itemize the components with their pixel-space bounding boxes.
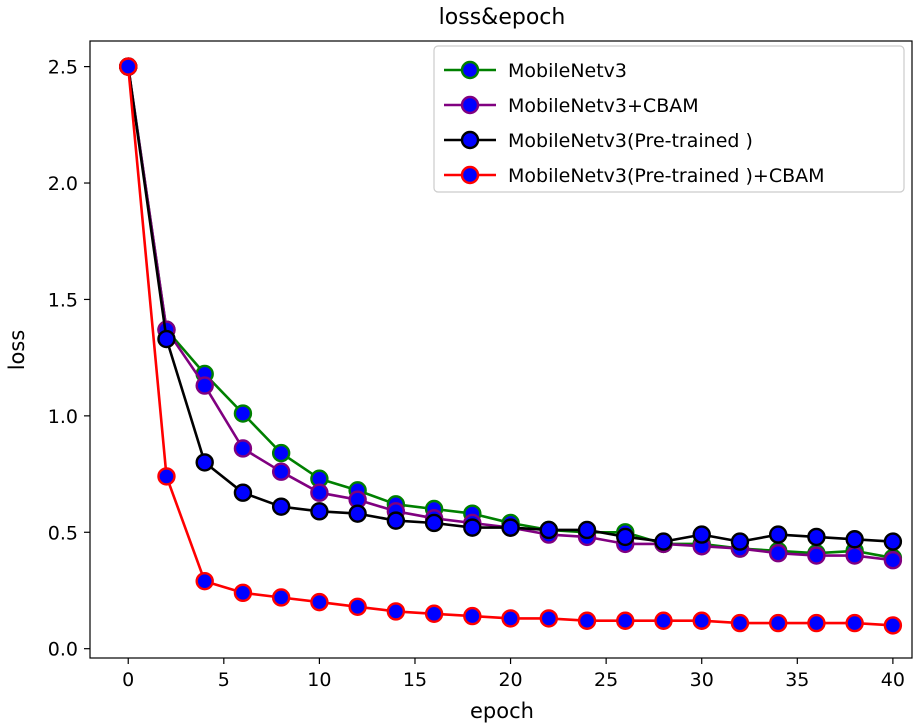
y-tick-label: 0.5 (48, 522, 78, 544)
data-point (501, 518, 520, 537)
data-point (692, 611, 711, 630)
data-point (463, 518, 482, 537)
data-point (195, 571, 214, 591)
data-point (768, 525, 788, 544)
legend: MobileNetv3 MobileNetv3+CBAM MobileNetv3(P… (433, 45, 905, 193)
y-tick-label: 2.0 (48, 173, 78, 195)
data-point (883, 551, 903, 570)
legend-label: MobileNetv3+CBAM (508, 95, 699, 117)
data-point (271, 497, 291, 516)
data-point (310, 592, 329, 612)
data-point (348, 504, 367, 523)
x-tick-label: 0 (122, 669, 134, 691)
data-point (424, 604, 444, 623)
data-point (386, 511, 406, 530)
data-point (845, 546, 864, 565)
legend-box (433, 45, 905, 193)
x-tick-label: 10 (307, 669, 331, 691)
y-tick-label: 0.0 (48, 639, 78, 661)
data-point (348, 597, 367, 616)
plot-frame (89, 40, 913, 659)
data-point (233, 439, 253, 458)
data-point (577, 611, 597, 630)
y-tick-label: 1.5 (48, 289, 78, 311)
x-tick-label: 20 (498, 669, 522, 691)
data-point (386, 602, 406, 621)
data-point (233, 583, 253, 603)
series-group (119, 57, 903, 635)
y-tick-label: 1.0 (48, 406, 78, 428)
data-point (310, 483, 329, 502)
data-point (233, 404, 253, 423)
data-point (654, 532, 673, 551)
data-point (501, 609, 520, 628)
data-point (807, 546, 826, 565)
data-point (577, 520, 597, 540)
data-point (233, 483, 253, 502)
legend-label: MobileNetv3 (508, 60, 627, 82)
x-tick-label: 15 (403, 669, 427, 691)
data-point (463, 606, 482, 626)
data-point (310, 502, 329, 521)
y-tick-label: 2.5 (48, 57, 78, 79)
data-point (883, 532, 903, 551)
legend-marker (460, 60, 480, 80)
data-point (807, 613, 826, 633)
data-point (271, 588, 291, 607)
data-point (730, 532, 750, 551)
x-tick-label: 5 (218, 669, 230, 691)
legend-marker (460, 130, 480, 150)
x-tick-label: 30 (690, 669, 714, 691)
y-axis-title: loss (5, 330, 29, 371)
data-point (807, 527, 826, 547)
data-point (845, 530, 864, 549)
data-point (271, 443, 291, 463)
data-point (195, 453, 214, 472)
data-point (616, 611, 635, 630)
data-point (539, 520, 558, 540)
data-point (616, 527, 635, 547)
x-tick-label: 40 (881, 669, 905, 691)
data-point (768, 544, 788, 563)
data-point (119, 57, 138, 76)
data-point (845, 613, 864, 633)
x-tick-label: 35 (785, 669, 809, 691)
data-point (654, 611, 673, 630)
data-point (271, 462, 291, 481)
data-point (424, 513, 444, 533)
data-point (157, 467, 176, 486)
data-point (768, 613, 788, 633)
data-point (730, 613, 750, 633)
data-point (692, 525, 711, 544)
chart-title: loss&epoch (439, 5, 566, 30)
x-tick-label: 25 (594, 669, 618, 691)
legend-marker (460, 165, 480, 185)
x-axis-title: epoch (470, 699, 534, 723)
data-point (883, 616, 903, 635)
data-point (195, 376, 214, 395)
legend-label: MobileNetv3(Pre-trained )+CBAM (508, 165, 825, 187)
data-point (539, 609, 558, 628)
data-point (157, 329, 176, 349)
legend-label: MobileNetv3(Pre-trained ) (508, 130, 753, 152)
legend-marker (460, 95, 480, 115)
